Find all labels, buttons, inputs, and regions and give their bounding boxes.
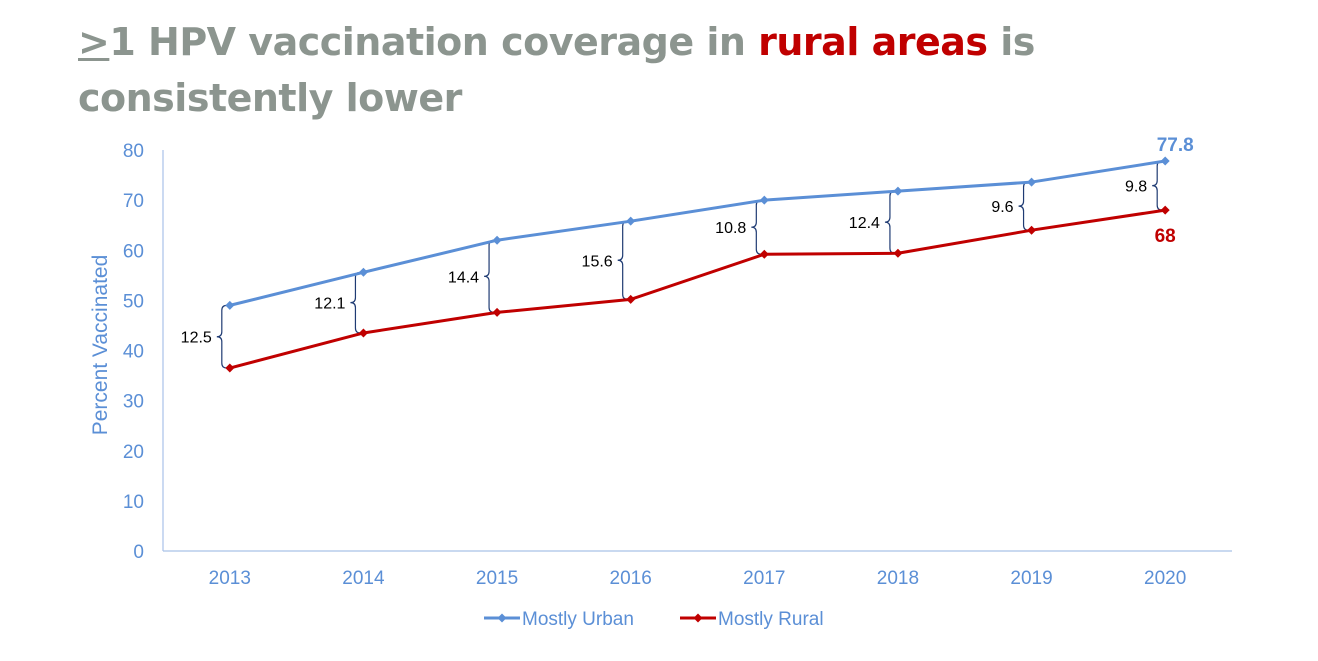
- gap-label: 9.8: [1125, 179, 1147, 196]
- urban-data-point: [759, 195, 769, 205]
- title-prefix-symbol: >: [78, 20, 110, 64]
- x-tick-label: 2019: [1010, 568, 1052, 589]
- gap-bracket: [751, 199, 762, 255]
- rural-data-point: [759, 249, 769, 259]
- x-tick-label: 2016: [610, 568, 652, 589]
- y-tick-label: 20: [123, 442, 144, 463]
- gap-label: 12.5: [181, 330, 212, 347]
- x-tick-label: 2014: [342, 568, 385, 589]
- urban-data-point: [358, 267, 368, 277]
- x-tick-label: 2020: [1144, 568, 1186, 589]
- urban-data-point: [1027, 177, 1037, 187]
- x-tick-label: 2018: [877, 568, 919, 589]
- gap-bracket: [216, 304, 227, 369]
- gap-bracket: [617, 220, 628, 300]
- gap-bracket: [1152, 160, 1163, 211]
- legend-label: Mostly Rural: [718, 609, 824, 630]
- y-tick-label: 70: [123, 191, 144, 212]
- gap-brackets: 12.5 12.1 14.4 15.6 10.8 12.4 9.6 9.8: [181, 160, 1163, 369]
- chart-legend: Mostly Urban Mostly Rural: [484, 609, 824, 630]
- gap-bracket: [350, 271, 361, 334]
- legend-swatch-marker: [497, 613, 507, 623]
- urban-data-point: [492, 235, 502, 245]
- gap-label: 10.8: [715, 220, 746, 237]
- rural-data-point: [893, 248, 903, 258]
- gap-label: 14.4: [448, 269, 479, 286]
- urban-data-point: [893, 186, 903, 196]
- gap-bracket: [484, 239, 495, 314]
- y-axis-ticks: 0 10 20 30 40 50 60 70 80: [123, 141, 144, 563]
- gap-bracket: [1018, 181, 1029, 231]
- y-tick-label: 80: [123, 141, 144, 162]
- rural-data-point: [1160, 205, 1170, 215]
- rural-data-point: [1027, 225, 1037, 235]
- x-tick-label: 2015: [476, 568, 518, 589]
- gap-bracket: [884, 190, 895, 254]
- urban-data-point: [1160, 156, 1170, 166]
- x-tick-label: 2017: [743, 568, 785, 589]
- y-tick-label: 0: [133, 542, 144, 563]
- rural-end-label: 68: [1155, 226, 1176, 247]
- x-tick-label: 2013: [209, 568, 251, 589]
- title-part1: 1 HPV vaccination coverage in: [109, 20, 759, 64]
- urban-data-point: [626, 216, 636, 226]
- gap-label: 12.1: [314, 296, 345, 313]
- y-tick-label: 10: [123, 492, 144, 513]
- rural-data-point: [358, 328, 368, 338]
- rural-data-point: [626, 294, 636, 304]
- y-tick-label: 60: [123, 241, 144, 262]
- legend-swatch-marker: [693, 613, 703, 623]
- y-axis-label: Percent Vaccinated: [89, 255, 112, 436]
- y-tick-label: 40: [123, 342, 144, 363]
- chart-series: [225, 156, 1170, 373]
- rural-data-point: [225, 363, 235, 373]
- urban-series-line: [229, 159, 1166, 307]
- title-part2: is consistently lower: [78, 20, 1035, 120]
- chart-axes: [162, 150, 1232, 552]
- gap-label: 9.6: [991, 199, 1013, 216]
- rural-data-point: [492, 307, 502, 317]
- x-axis-ticks: 2013 2014 2015 2016 2017 2018 2019 2020: [209, 568, 1187, 589]
- rural-series-line: [229, 208, 1166, 370]
- urban-end-label: 77.8: [1157, 135, 1194, 156]
- gap-label: 15.6: [582, 253, 613, 270]
- legend-label: Mostly Urban: [522, 609, 634, 630]
- y-tick-label: 50: [123, 291, 144, 312]
- urban-data-point: [225, 300, 235, 310]
- page-title: >1 HPV vaccination coverage in rural are…: [78, 14, 1278, 126]
- title-accent: rural areas: [758, 20, 988, 64]
- gap-label: 12.4: [849, 215, 880, 232]
- y-tick-label: 30: [123, 392, 144, 413]
